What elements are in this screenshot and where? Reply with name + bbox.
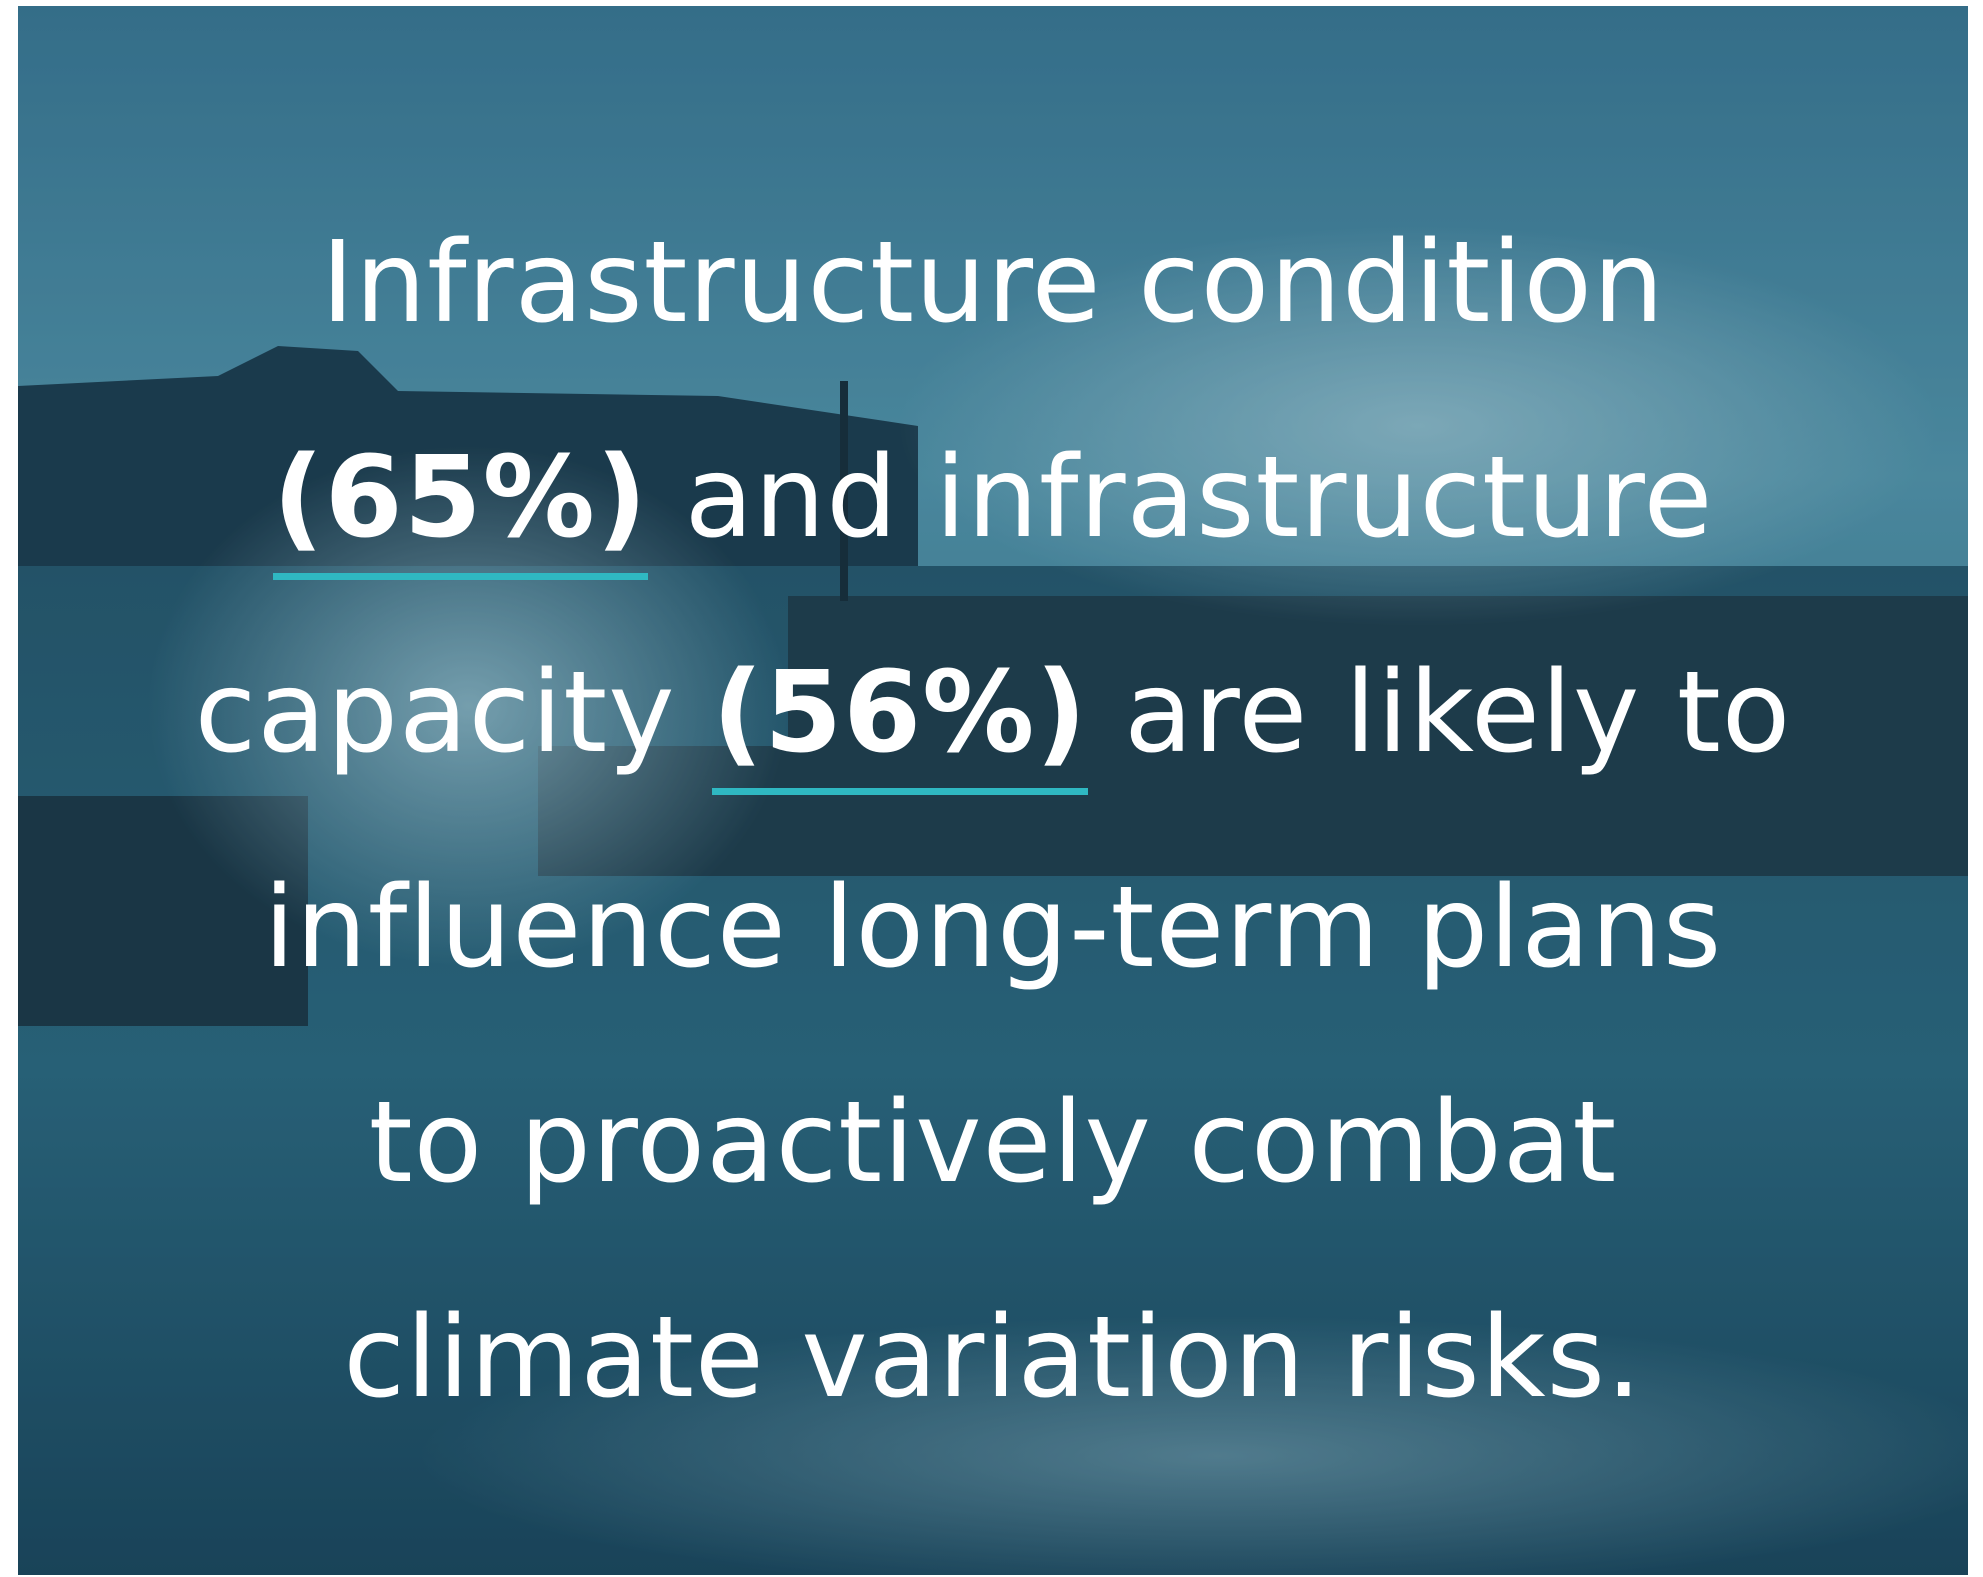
- stat-highlight: (65%): [272, 423, 649, 580]
- quote-text: climate variation risks.: [343, 1293, 1643, 1423]
- wave-spray: [898, 226, 1938, 626]
- quote-line: (65%) and infrastructure: [18, 391, 1968, 606]
- stat-highlight: (56%): [712, 638, 1088, 795]
- quote-line: to proactively combat: [18, 1036, 1968, 1251]
- quote-text: Infrastructure condition: [321, 218, 1665, 348]
- quote: Infrastructure condition (65%) and infras…: [18, 176, 1968, 1466]
- surf: [418, 1316, 1968, 1575]
- pole: [840, 381, 848, 601]
- quote-text: are likely to: [1087, 648, 1792, 778]
- quote-line: Infrastructure condition: [18, 176, 1968, 391]
- quote-line: climate variation risks.: [18, 1251, 1968, 1466]
- quote-text: influence long-term plans: [263, 863, 1723, 993]
- quote-text: and infrastructure: [648, 433, 1714, 563]
- hero-image: Infrastructure condition (65%) and infras…: [18, 6, 1968, 1575]
- harbour-wall: [538, 596, 1968, 876]
- quote-text: to proactively combat: [368, 1078, 1618, 1208]
- quote-line: influence long-term plans: [18, 821, 1968, 1036]
- quote-line: capacity (56%) are likely to: [18, 606, 1968, 821]
- quote-text: capacity: [194, 648, 713, 778]
